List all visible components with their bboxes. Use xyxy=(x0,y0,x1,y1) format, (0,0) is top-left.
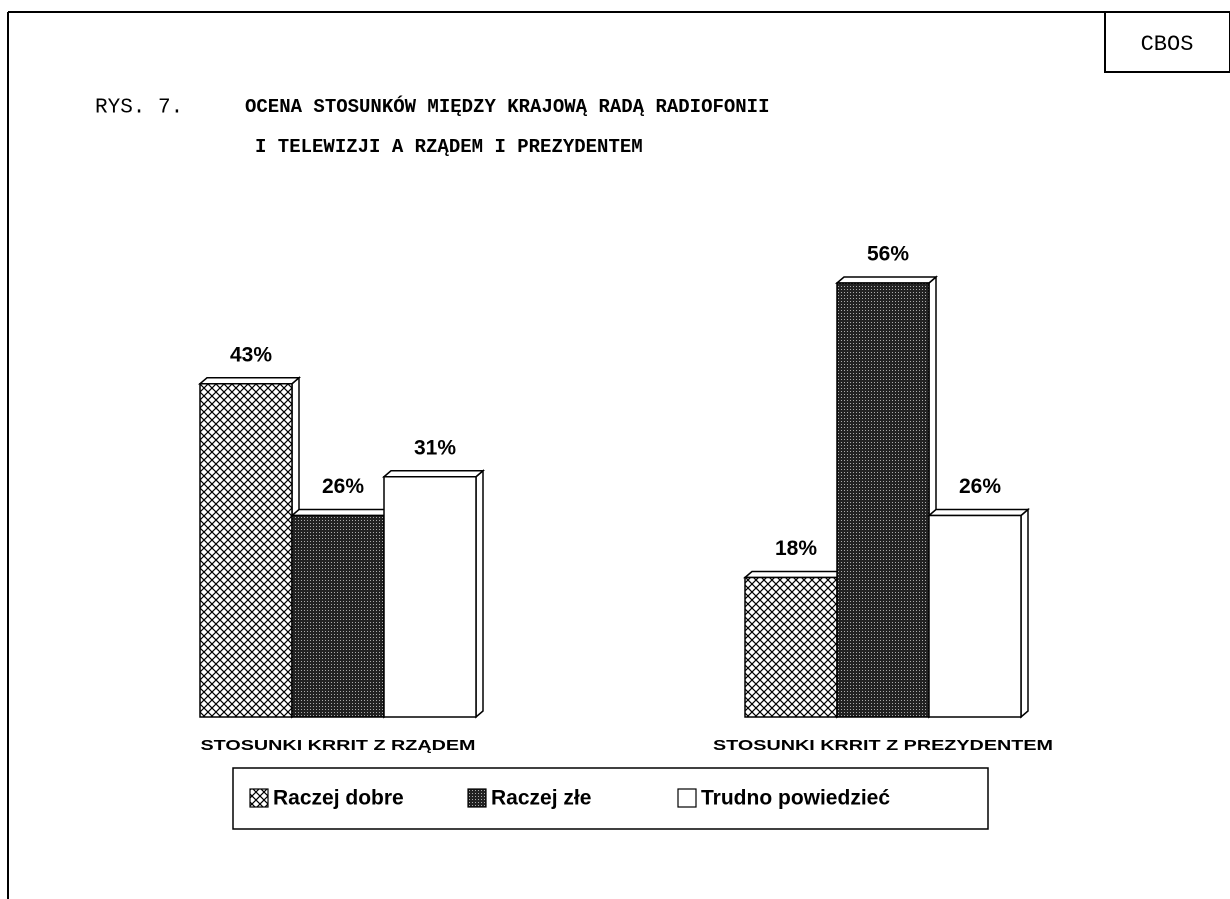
legend-swatch xyxy=(467,788,487,808)
source-box xyxy=(1104,11,1230,73)
value-label: 56% xyxy=(867,243,909,266)
bar-top xyxy=(926,508,1031,517)
chart-title: I TELEWIZJI A RZĄDEM I PREZYDENTEM xyxy=(255,136,643,158)
bar xyxy=(744,576,838,718)
bar xyxy=(836,282,930,718)
x-tick-label: STOSUNKI KRRIT Z RZĄDEM xyxy=(201,737,476,754)
legend-label: Raczej dobre xyxy=(273,787,404,810)
bar xyxy=(291,514,385,718)
value-label: 18% xyxy=(775,537,817,560)
bar-top xyxy=(742,570,847,579)
value-label: 26% xyxy=(322,475,364,498)
chart-title: OCENA STOSUNKÓW MIĘDZY KRAJOWĄ RADĄ RADI… xyxy=(245,96,770,118)
bar xyxy=(199,383,293,718)
legend-label: Raczej złe xyxy=(491,787,591,810)
legend-label: Trudno powiedzieć xyxy=(701,787,890,810)
value-label: 43% xyxy=(230,343,272,366)
bar-top xyxy=(197,377,302,385)
title-prefix: RYS. 7. xyxy=(95,97,183,120)
bar-top xyxy=(834,276,939,284)
source: CBOS xyxy=(1141,32,1194,57)
bar xyxy=(928,514,1022,718)
bar-top xyxy=(289,508,394,517)
bar-side xyxy=(1020,507,1029,719)
legend-box xyxy=(232,767,989,830)
value-label: 26% xyxy=(959,475,1001,498)
value-label: 31% xyxy=(414,436,456,459)
bar-top xyxy=(381,470,486,478)
legend-swatch xyxy=(249,788,269,808)
bar-side xyxy=(475,469,484,719)
bar xyxy=(383,476,477,718)
x-tick-label: STOSUNKI KRRIT Z PREZYDENTEM xyxy=(713,737,1053,754)
legend-swatch xyxy=(677,788,697,808)
